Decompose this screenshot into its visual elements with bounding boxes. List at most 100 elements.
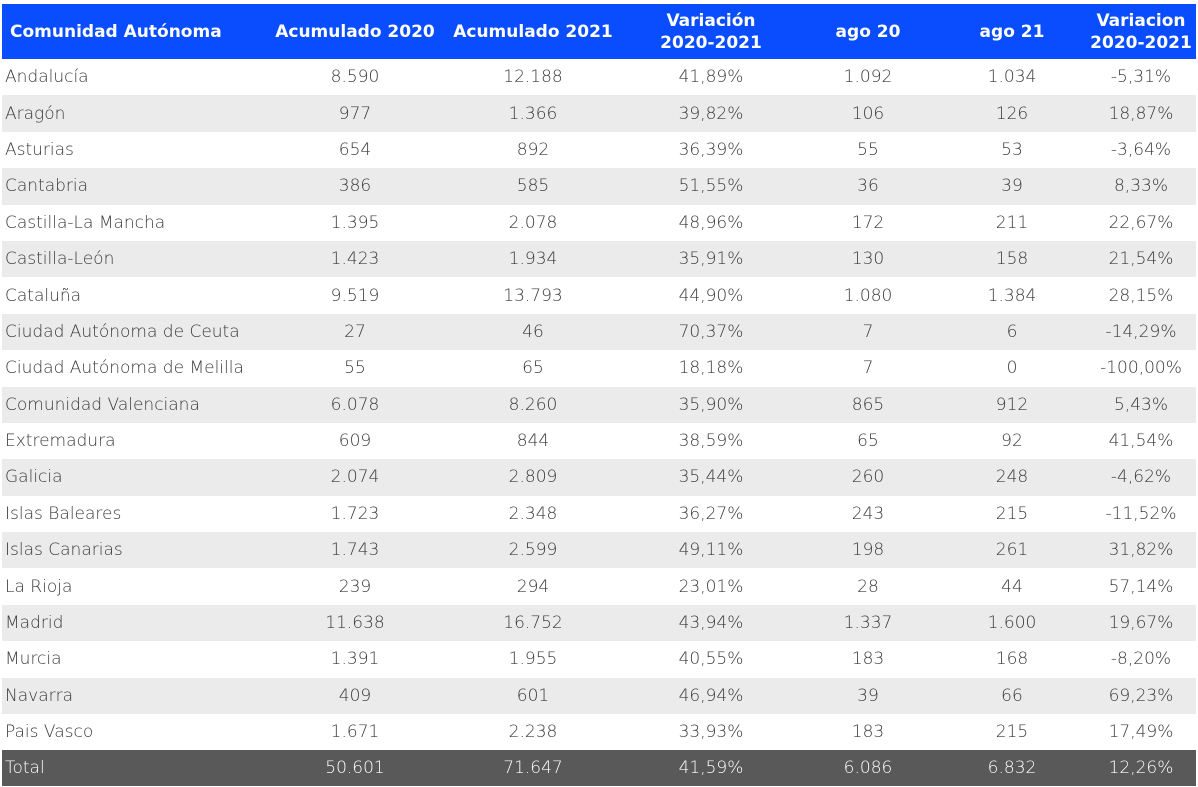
- cell-variacion-ago: -4,62%: [1110, 467, 1172, 488]
- total-cell-acumulado-2021: 71.647: [503, 758, 563, 779]
- header-line: ago 21: [979, 21, 1045, 42]
- cell-acumulado-2021: 892: [516, 139, 550, 160]
- cell-acumulado-2021: 12.188: [503, 67, 563, 88]
- cell-variacion-ago: 19,67%: [1108, 613, 1174, 634]
- cell-ago-20: 183: [851, 649, 885, 670]
- cell-ago-21: 215: [995, 722, 1029, 743]
- cell-acumulado-2020: 11.638: [325, 613, 385, 634]
- cell-region: Galicia: [5, 467, 63, 488]
- cell-acumulado-2021: 2.599: [508, 540, 558, 561]
- header-variacion-acumulado: Variación 2020-2021: [624, 4, 798, 59]
- cell-acumulado-2021: 16.752: [503, 613, 563, 634]
- total-cell-variacion-ago: 12,26%: [1108, 758, 1174, 779]
- cell-variacion-acumulado: 38,59%: [678, 431, 744, 452]
- cell-region: Islas Baleares: [5, 503, 122, 524]
- cell-variacion-acumulado: 70,37%: [678, 321, 744, 342]
- cell-ago-21: 92: [1001, 431, 1023, 452]
- cell-variacion-acumulado: 23,01%: [678, 576, 744, 597]
- table-row: Cantabria 386 585 51,55% 36 39 8,33%: [2, 168, 1196, 205]
- cell-acumulado-2021: 294: [516, 576, 550, 597]
- cell-ago-20: 198: [851, 540, 885, 561]
- cell-variacion-ago: 31,82%: [1108, 540, 1174, 561]
- cell-variacion-ago: 5,43%: [1113, 394, 1168, 415]
- table-row: Galicia 2.074 2.809 35,44% 260 248 -4,62%: [2, 459, 1196, 496]
- cell-ago-20: 7: [862, 321, 874, 342]
- cell-variacion-ago: -14,29%: [1105, 321, 1177, 342]
- data-table: Comunidad Autónoma Acumulado 2020 Acumulad…: [2, 4, 1196, 787]
- header-ago-21: ago 21: [938, 4, 1086, 59]
- cell-variacion-acumulado: 46,94%: [678, 685, 744, 706]
- table-body: Andalucía 8.590 12.188 41,89% 1.092 1.034 -5,3…: [2, 59, 1196, 751]
- cell-acumulado-2020: 1.423: [330, 249, 380, 270]
- cell-ago-20: 7: [862, 358, 874, 379]
- cell-variacion-acumulado: 48,96%: [678, 212, 744, 233]
- cell-region: Comunidad Valenciana: [5, 394, 200, 415]
- total-row: Total 50.601 71.647 41,59% 6.086 6.832 12,26%: [2, 750, 1196, 787]
- cell-ago-20: 65: [857, 431, 879, 452]
- cell-acumulado-2020: 8.590: [330, 67, 380, 88]
- cell-region: Extremadura: [5, 431, 116, 452]
- cell-region: Madrid: [5, 613, 64, 634]
- header-line: ago 20: [835, 21, 901, 42]
- cell-ago-20: 1.337: [843, 613, 893, 634]
- table-row: Pais Vasco 1.671 2.238 33,93% 183 215 17,49%: [2, 714, 1196, 751]
- header-comunidad: Comunidad Autónoma: [2, 4, 268, 59]
- cell-region: Andalucía: [5, 67, 89, 88]
- cell-acumulado-2021: 601: [516, 685, 550, 706]
- cell-variacion-acumulado: 35,90%: [678, 394, 744, 415]
- cell-ago-20: 1.080: [843, 285, 893, 306]
- total-cell-ago-20: 6.086: [843, 758, 893, 779]
- cell-ago-20: 130: [851, 249, 885, 270]
- header-line: 2020-2021: [1090, 32, 1192, 53]
- table-row: Islas Canarias 1.743 2.599 49,11% 198 261 31,8…: [2, 532, 1196, 569]
- cell-variacion-ago: -8,20%: [1110, 649, 1172, 670]
- cell-ago-21: 168: [995, 649, 1029, 670]
- cell-variacion-acumulado: 18,18%: [678, 358, 744, 379]
- cell-acumulado-2021: 1.366: [508, 103, 558, 124]
- total-cell-region: Total: [5, 758, 45, 779]
- cell-ago-20: 39: [857, 685, 879, 706]
- cell-region: La Rioja: [5, 576, 73, 597]
- cell-variacion-acumulado: 43,94%: [678, 613, 744, 634]
- cell-variacion-acumulado: 49,11%: [678, 540, 744, 561]
- cell-variacion-ago: 57,14%: [1108, 576, 1174, 597]
- header-line: 2020-2021: [660, 32, 762, 53]
- cell-variacion-ago: 18,87%: [1108, 103, 1174, 124]
- total-cell-variacion-acumulado: 41,59%: [678, 758, 744, 779]
- cell-variacion-ago: -11,52%: [1105, 503, 1177, 524]
- cell-acumulado-2021: 13.793: [503, 285, 563, 306]
- header-variacion-ago: Variacion 2020-2021: [1086, 4, 1196, 59]
- cell-ago-20: 172: [851, 212, 885, 233]
- cell-ago-21: 44: [1001, 576, 1023, 597]
- cell-region: Murcia: [5, 649, 62, 670]
- header-line: Comunidad Autónoma: [10, 21, 222, 42]
- cell-variacion-ago: 41,54%: [1108, 431, 1174, 452]
- cell-region: Castilla-León: [5, 249, 115, 270]
- cell-ago-20: 55: [857, 139, 879, 160]
- total-cell-acumulado-2020: 50.601: [325, 758, 385, 779]
- cell-variacion-acumulado: 33,93%: [678, 722, 744, 743]
- cell-variacion-ago: 69,23%: [1108, 685, 1174, 706]
- table-footer: Total 50.601 71.647 41,59% 6.086 6.832 12,26%: [2, 750, 1196, 787]
- cell-ago-21: 1.600: [987, 613, 1037, 634]
- cell-acumulado-2021: 46: [522, 321, 544, 342]
- cell-region: Cantabria: [5, 176, 89, 197]
- cell-variacion-acumulado: 39,82%: [678, 103, 744, 124]
- cell-acumulado-2020: 609: [338, 431, 372, 452]
- header-line: Variacion: [1096, 10, 1186, 31]
- cell-variacion-ago: -3,64%: [1110, 139, 1172, 160]
- cell-variacion-acumulado: 41,89%: [678, 67, 744, 88]
- cell-region: Pais Vasco: [5, 722, 94, 743]
- cell-variacion-ago: -5,31%: [1110, 67, 1172, 88]
- cell-acumulado-2020: 1.391: [330, 649, 380, 670]
- cell-region: Navarra: [5, 685, 74, 706]
- table-row: Murcia 1.391 1.955 40,55% 183 168 -8,20%: [2, 641, 1196, 678]
- cell-acumulado-2021: 2.348: [508, 503, 558, 524]
- cell-acumulado-2021: 2.238: [508, 722, 558, 743]
- cell-ago-20: 36: [857, 176, 879, 197]
- table-row: Andalucía 8.590 12.188 41,89% 1.092 1.034 -5,3…: [2, 59, 1196, 96]
- cell-ago-21: 1.384: [987, 285, 1037, 306]
- cell-ago-21: 1.034: [987, 67, 1037, 88]
- header-line: Acumulado 2021: [453, 21, 613, 42]
- cell-acumulado-2020: 1.671: [330, 722, 380, 743]
